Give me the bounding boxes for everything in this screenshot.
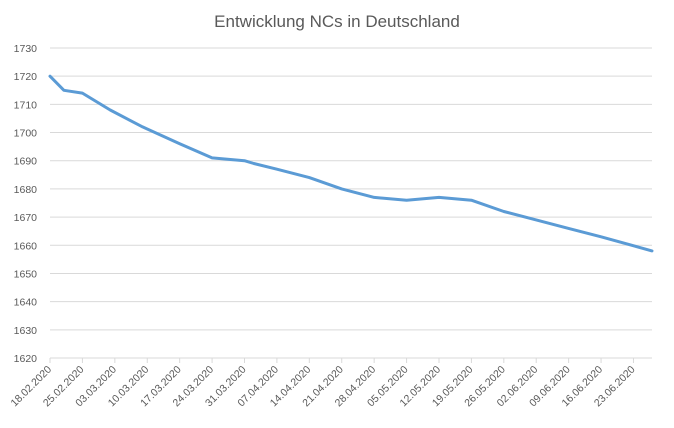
y-tick-label: 1620	[14, 353, 38, 365]
y-tick-label: 1710	[14, 99, 38, 111]
y-tick-label: 1630	[14, 325, 38, 337]
y-tick-label: 1690	[14, 156, 38, 168]
y-tick-label: 1720	[14, 71, 38, 83]
chart-title: Entwicklung NCs in Deutschland	[214, 12, 460, 31]
y-axis-tick-labels: 1620 1630 1640 1650 1660 1670 1680 1690 1700 1710…	[14, 43, 38, 365]
gridlines	[49, 47, 652, 363]
series-line	[48, 74, 654, 253]
x-axis-tick-labels: 18.02.202025.02.202003.03.202010.03.2020…	[8, 364, 637, 410]
y-tick-label: 1670	[14, 212, 38, 224]
y-tick-label: 1680	[14, 184, 38, 196]
series-group	[48, 74, 654, 253]
y-tick-label: 1730	[14, 43, 38, 55]
y-tick-label: 1700	[14, 128, 38, 140]
y-tick-label: 1660	[14, 240, 38, 252]
y-tick-label: 1640	[14, 297, 38, 309]
y-tick-label: 1650	[14, 268, 38, 280]
